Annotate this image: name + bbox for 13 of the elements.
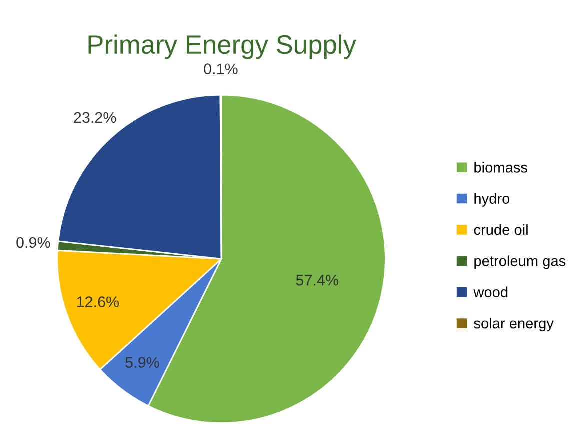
data-label: 5.9% [126, 357, 160, 368]
data-label: 0.1% [204, 64, 238, 74]
data-label: 57.4% [296, 274, 339, 286]
legend-label: crude oil [474, 224, 528, 236]
data-label: 0.9% [16, 237, 50, 248]
legend-label: solar energy [474, 318, 554, 332]
legend-label: hydro [474, 193, 510, 207]
data-label: 12.6% [77, 296, 120, 308]
legend-label: biomass [474, 162, 528, 173]
legend-label: wood [474, 286, 508, 298]
chart-title: Primary Energy Supply [88, 34, 356, 60]
legend-label: petroleum gas [474, 256, 566, 270]
data-label: 23.2% [74, 112, 116, 124]
